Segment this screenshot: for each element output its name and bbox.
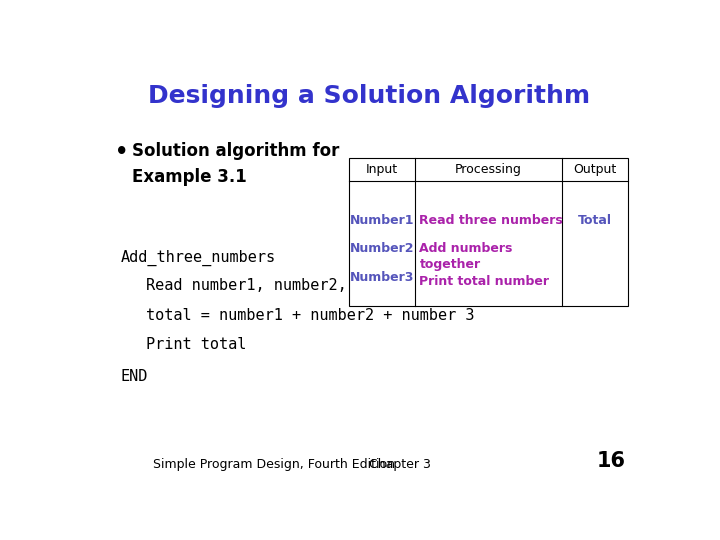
Bar — [349, 158, 629, 306]
Text: Number3: Number3 — [350, 271, 415, 284]
Text: Add_three_numbers: Add_three_numbers — [121, 250, 276, 266]
Text: Number1: Number1 — [350, 214, 415, 227]
Text: Processing: Processing — [455, 163, 522, 176]
Text: •: • — [115, 141, 128, 161]
Text: Solution algorithm for
Example 3.1: Solution algorithm for Example 3.1 — [132, 141, 339, 186]
Text: Chapter 3: Chapter 3 — [369, 458, 431, 471]
Text: Output: Output — [573, 163, 616, 176]
Text: Designing a Solution Algorithm: Designing a Solution Algorithm — [148, 84, 590, 107]
Text: Print total: Print total — [145, 337, 246, 352]
Text: Input: Input — [366, 163, 398, 176]
Text: END: END — [121, 369, 148, 384]
Text: Read three numbers: Read three numbers — [420, 214, 563, 227]
Text: Add numbers
together: Add numbers together — [420, 241, 513, 271]
Text: 16: 16 — [597, 451, 626, 471]
Text: Print total number: Print total number — [420, 275, 549, 288]
Text: Total: Total — [578, 214, 612, 227]
Text: Read number1, number2, number3: Read number1, number2, number3 — [145, 278, 420, 293]
Text: Number2: Number2 — [350, 241, 415, 254]
Text: Simple Program Design, Fourth Edition: Simple Program Design, Fourth Edition — [153, 458, 395, 471]
Text: total = number1 + number2 + number 3: total = number1 + number2 + number 3 — [145, 308, 474, 323]
